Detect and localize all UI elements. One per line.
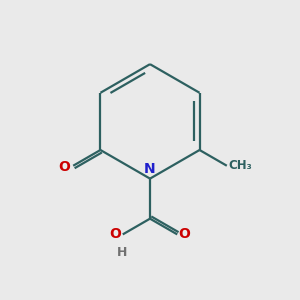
Text: O: O (110, 226, 121, 241)
Text: H: H (117, 246, 128, 260)
Text: O: O (58, 160, 70, 174)
Text: O: O (179, 227, 190, 242)
Text: CH₃: CH₃ (228, 159, 252, 172)
Text: N: N (144, 162, 156, 176)
